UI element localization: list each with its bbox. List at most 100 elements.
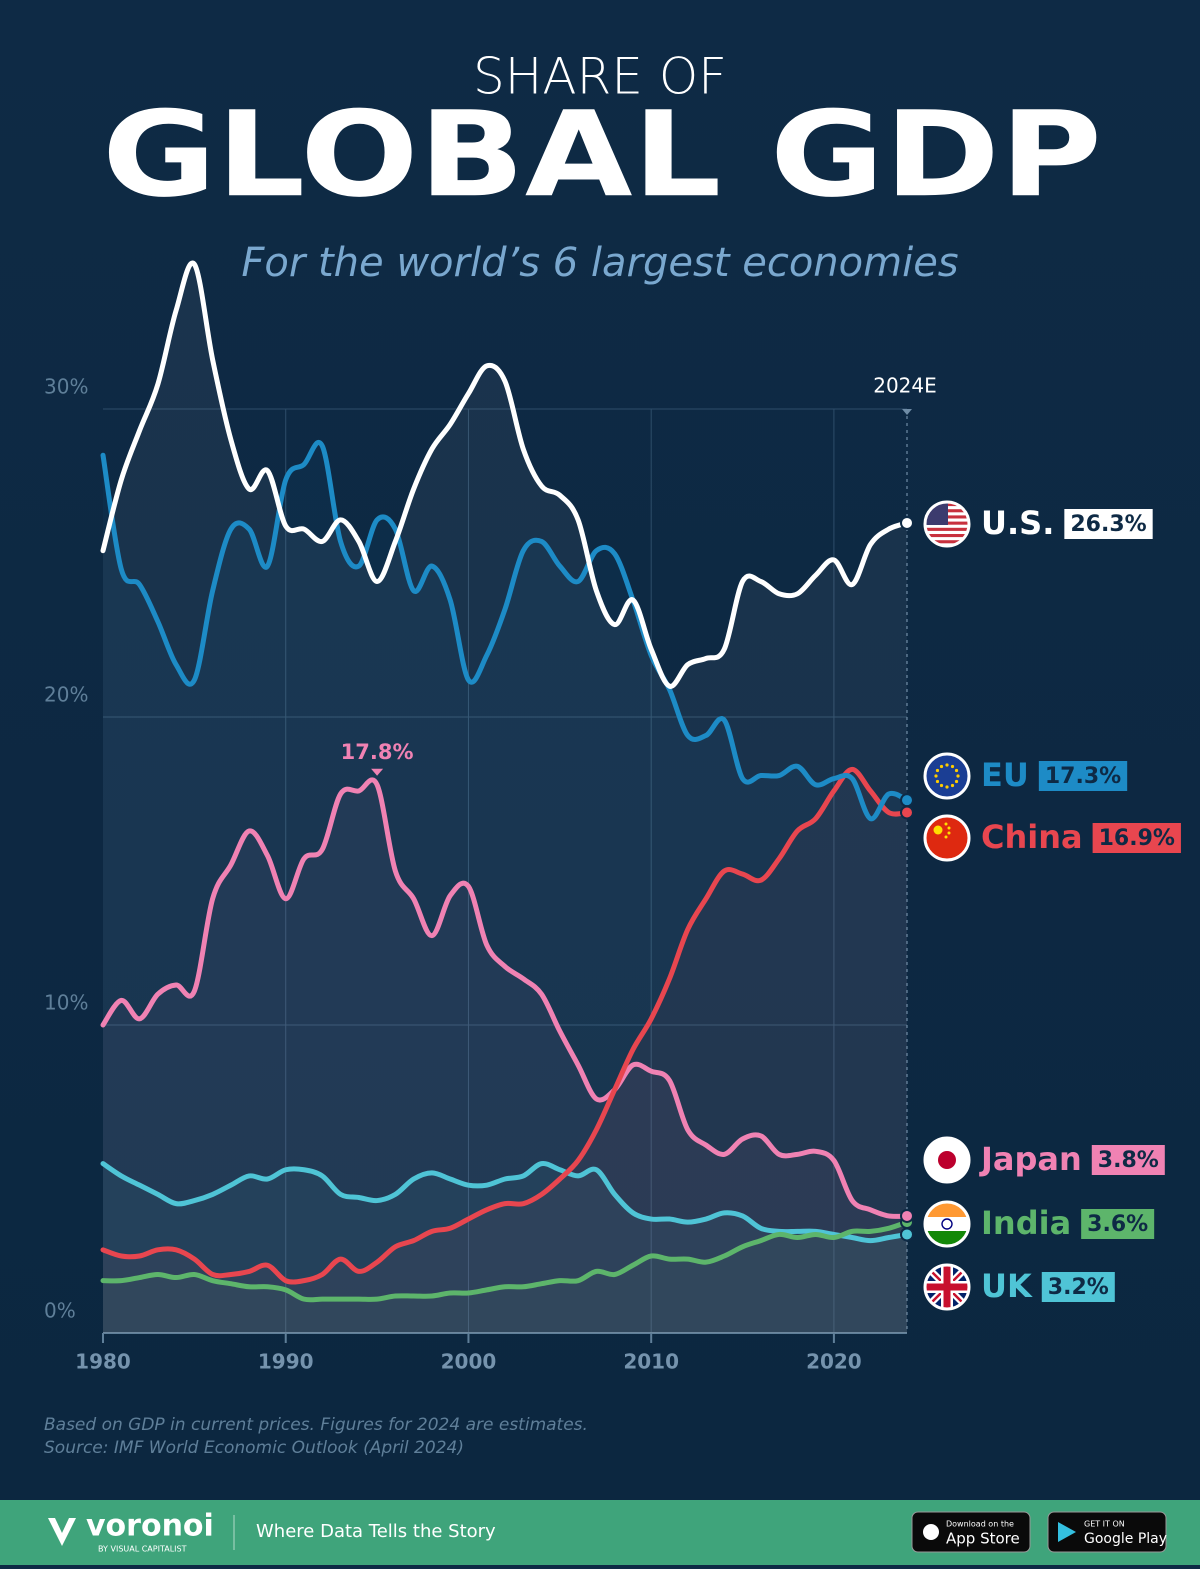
end-dots [900, 515, 914, 1242]
end-point [900, 793, 914, 808]
flag-band [926, 1231, 968, 1245]
flag-star [939, 783, 944, 788]
flag-sun [938, 1151, 956, 1169]
flag-stripe [926, 540, 968, 544]
lines [100, 260, 910, 1303]
legend-label: EU [981, 756, 1029, 794]
google-play-badge[interactable] [1047, 1511, 1167, 1553]
x-tick-label: 2020 [806, 1350, 862, 1374]
chart-title: GLOBAL GDP [102, 85, 1102, 223]
value-label-box [1092, 823, 1181, 853]
play-icon [1058, 1522, 1076, 1542]
series-area [103, 1222, 907, 1333]
flag-ring [923, 814, 971, 862]
flag-ring [923, 1136, 971, 1184]
footer: voronoi BY VISUAL CAPITALIST Where Data … [0, 1500, 1200, 1565]
legend-label: U.S. [981, 504, 1054, 542]
brand-sub: BY VISUAL CAPITALIST [98, 1545, 187, 1554]
flag [923, 1200, 971, 1248]
series-area [103, 779, 907, 1333]
series-line [100, 440, 910, 822]
series-line [100, 777, 910, 1219]
flag-cross-red [943, 1266, 951, 1308]
flag-band [926, 1203, 968, 1217]
flag [923, 752, 971, 800]
peak-pointer [371, 768, 384, 776]
x-tick-label: 2000 [441, 1350, 497, 1374]
value-label: 3.6% [1087, 1212, 1148, 1237]
value-label: 3.2% [1048, 1275, 1109, 1300]
annotation-pointer [902, 409, 912, 415]
footnote: Based on GDP in current prices. Figures … [44, 1415, 588, 1435]
flag-field [926, 755, 968, 797]
value-label-box [1038, 761, 1128, 791]
series-area [103, 442, 907, 1334]
value-label: 26.3% [1070, 512, 1146, 537]
annotation-label: 2024E [873, 374, 937, 398]
flag-body [926, 817, 968, 859]
tagline: Where Data Tells the Story [256, 1521, 496, 1542]
flag-star [939, 764, 944, 769]
flag-star [935, 768, 940, 773]
flag-ring [923, 500, 971, 548]
flag-star [944, 835, 948, 839]
flag-body [926, 755, 968, 797]
chart-subtitle: For the world’s 6 largest economies [241, 240, 958, 286]
flag-ring [923, 1200, 971, 1248]
series-area [103, 769, 907, 1333]
value-label: 17.3% [1045, 764, 1121, 789]
data-label: 17.8% [341, 740, 414, 764]
flag [923, 814, 971, 862]
end-point [900, 1227, 914, 1242]
value-label-box [1091, 1145, 1165, 1175]
flag-ring [923, 1263, 971, 1311]
badge-big: Google Play [1084, 1531, 1167, 1547]
flag-star [947, 831, 951, 835]
flag-star [945, 763, 949, 767]
title-top: SHARE OF [473, 48, 727, 106]
flag-star [947, 826, 951, 830]
end-point [900, 515, 914, 530]
series-line [100, 1219, 910, 1303]
legend-label: UK [981, 1267, 1033, 1305]
flag-stripe [926, 534, 968, 538]
background [0, 0, 1200, 1500]
x-tick-label: 1980 [75, 1350, 131, 1374]
flag-band [926, 1217, 968, 1231]
y-tick-label: 20% [44, 683, 88, 707]
series-line [100, 1160, 910, 1244]
value-label: 3.8% [1098, 1148, 1159, 1173]
flag-body [926, 1266, 968, 1308]
flag-star [933, 825, 943, 835]
flag-star [950, 783, 955, 788]
value-label-box [1064, 509, 1153, 539]
y-tick-label: 30% [44, 375, 88, 399]
brand-logo [48, 1518, 76, 1546]
x-tick-label: 2010 [623, 1350, 679, 1374]
flag [923, 1136, 971, 1184]
flag-ring [923, 752, 971, 800]
flag-star [934, 774, 938, 778]
series-line [100, 766, 910, 1285]
flag-body [926, 1203, 968, 1245]
flag-star [956, 774, 960, 778]
y-tick-label: 0% [44, 1299, 76, 1323]
flag [923, 1263, 971, 1311]
end-point [900, 1208, 914, 1223]
value-label-box [1081, 1209, 1155, 1239]
flag-star [935, 779, 940, 784]
app-store-badge[interactable] [911, 1511, 1031, 1553]
flag-star [954, 768, 959, 773]
apple-icon [923, 1524, 939, 1540]
end-point [900, 805, 914, 820]
flag-wheel [941, 1218, 953, 1230]
flag-star [954, 779, 959, 784]
y-tick-label: 10% [44, 991, 88, 1015]
series-area [103, 1163, 907, 1333]
flag-star [950, 764, 955, 769]
legend-label: Japan [979, 1140, 1082, 1178]
value-label-box [1041, 1272, 1115, 1302]
x-tick-label: 1990 [258, 1350, 314, 1374]
source-note: Source: IMF World Economic Outlook (Apri… [44, 1438, 464, 1458]
